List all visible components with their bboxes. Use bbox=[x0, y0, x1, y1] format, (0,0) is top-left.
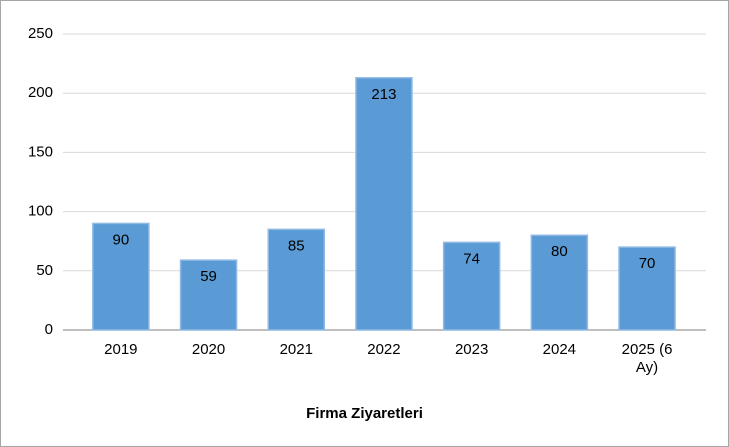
bar bbox=[355, 77, 413, 331]
value-label: 213 bbox=[371, 86, 396, 103]
x-tick-label: 2023 bbox=[454, 341, 489, 358]
bar bbox=[618, 246, 676, 331]
bar bbox=[179, 259, 238, 331]
y-tick-label: 0 bbox=[45, 321, 53, 338]
value-label: 85 bbox=[288, 237, 305, 254]
y-tick-label: 200 bbox=[28, 84, 53, 101]
value-label: 90 bbox=[113, 231, 130, 248]
bar bbox=[442, 241, 501, 331]
y-tick-label: 50 bbox=[36, 262, 53, 279]
x-tick-label: 2019 bbox=[104, 341, 138, 358]
x-tick-label: 2022 bbox=[367, 341, 401, 358]
y-tick-label: 250 bbox=[28, 25, 53, 42]
value-label: 80 bbox=[551, 243, 568, 260]
value-label: 74 bbox=[463, 250, 480, 267]
y-tick-label: 150 bbox=[28, 143, 53, 160]
x-tick-label: 2024 bbox=[542, 341, 577, 358]
value-label: 70 bbox=[639, 255, 656, 272]
bar bbox=[267, 228, 325, 331]
x-tick-label: 2021 bbox=[279, 341, 313, 358]
y-tick-label: 100 bbox=[28, 203, 53, 220]
bar bbox=[92, 222, 150, 331]
x-axis-title: Firma Ziyaretleri bbox=[306, 405, 423, 422]
x-tick-label: 2025 (6 Ay) bbox=[621, 341, 673, 376]
value-label: 59 bbox=[200, 268, 217, 285]
bar bbox=[530, 234, 589, 331]
x-tick-label: 2020 bbox=[191, 341, 226, 358]
